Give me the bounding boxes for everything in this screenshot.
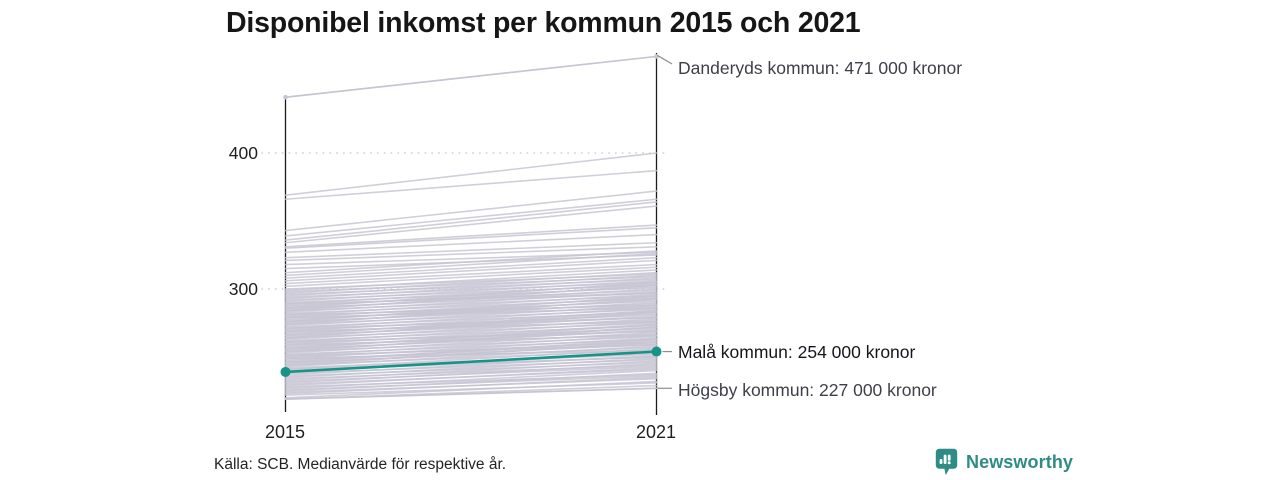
x-axis-label-2021: 2021 — [635, 422, 677, 442]
callout-hogsby: Högsby kommun: 227 000 kronor — [678, 380, 937, 400]
callout-mala: Malå kommun: 254 000 kronor — [678, 342, 916, 362]
newsworthy-logo-icon — [935, 448, 958, 476]
newsworthy-brand: Newsworthy — [935, 448, 1073, 476]
y-axis-tick-400: 400 — [228, 143, 258, 163]
y-axis-tick-300: 300 — [228, 279, 258, 299]
callout-danderyd: Danderyds kommun: 471 000 kronor — [678, 58, 963, 78]
chart-title: Disponibel inkomst per kommun 2015 och 2… — [226, 7, 861, 39]
source-note: Källa: SCB. Medianvärde för respektive å… — [214, 456, 507, 473]
x-axis-label-2015: 2015 — [264, 422, 306, 442]
newsworthy-wordmark: Newsworthy — [966, 451, 1074, 472]
